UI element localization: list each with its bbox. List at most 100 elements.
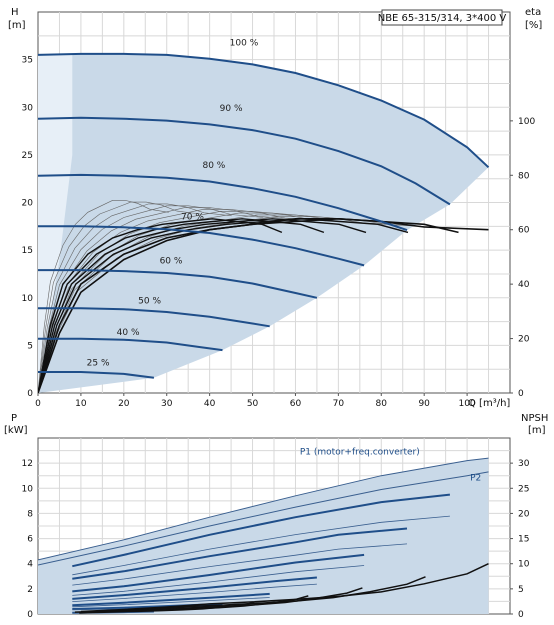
y-left-tick-label: 0 [27, 610, 33, 620]
y-right-tick-label: 0 [518, 389, 524, 399]
y-left-tick-label: 30 [22, 103, 34, 113]
power-curve-labels: P1 (motor+freq.converter) P2 [300, 447, 481, 483]
head-curve-label: 100 % [230, 38, 259, 48]
power-axis-ticks: 0 2 4 6 8 10 12 0 5 10 15 20 25 30 [22, 459, 530, 620]
y-left-unit-bottom: [kW] [4, 425, 28, 436]
head-curve [38, 52, 490, 169]
head-curve [38, 337, 223, 352]
y-left-label-bottom: P [11, 413, 17, 424]
y-left-tick-label: 6 [27, 535, 33, 545]
y-left-tick-label: 4 [27, 560, 33, 570]
y-right-tick-label: 40 [518, 280, 530, 290]
head-curve-label: 90 % [220, 104, 243, 114]
y-left-tick-label: 10 [22, 484, 34, 494]
y-left-tick-label: 35 [22, 56, 33, 66]
eta-curve-thin [38, 201, 201, 393]
head-curve [38, 116, 451, 206]
y-right-unit-bottom: [m] [528, 425, 546, 436]
eta-curve-bold [38, 218, 367, 393]
head-curve-label: 50 % [138, 296, 161, 306]
eta-curve-thin [38, 200, 169, 393]
power-curve [72, 553, 365, 593]
y-right-tick-label: 15 [518, 535, 529, 545]
eta-curve-thin [38, 203, 232, 393]
y-right-tick-label: 25 [518, 484, 529, 494]
eta-curve-bold [38, 218, 409, 393]
x-tick-label: 60 [290, 399, 302, 409]
eta-curve-thin [38, 205, 264, 393]
x-tick-label: 70 [333, 399, 345, 409]
x-tick-label: 30 [161, 399, 173, 409]
x-tick-label: 10 [75, 399, 87, 409]
head-curves [38, 52, 490, 379]
x-tick-label: 100 [458, 399, 475, 409]
y-left-tick-label: 10 [22, 294, 34, 304]
y-left-tick-label: 5 [27, 341, 33, 351]
y-left-tick-label: 25 [22, 151, 33, 161]
y-right-label-top: eta [525, 7, 541, 18]
head-curve [38, 173, 408, 232]
title-text: NBE 65-315/314, 3*400 V [378, 13, 507, 24]
power-curve-thin [72, 565, 365, 596]
y-left-tick-label: 0 [27, 389, 33, 399]
p2-curve [38, 471, 489, 566]
power-curve [72, 527, 408, 580]
head-curve [38, 225, 365, 267]
y-left-tick-label: 8 [27, 509, 33, 519]
x-tick-label: 40 [204, 399, 216, 409]
power-npsh-panel: P1 (motor+freq.converter) P2 0 2 4 6 8 10 12 0 5 1… [22, 437, 530, 620]
title-box [381, 9, 503, 26]
y-right-tick-label: 100 [518, 117, 535, 127]
y-left-tick-label: 15 [22, 246, 33, 256]
head-curve [38, 307, 270, 328]
y-right-tick-label: 20 [518, 509, 530, 519]
power-curve [72, 592, 270, 607]
eta-curve-bold [38, 218, 283, 393]
head-curve-label: 70 % [181, 213, 204, 223]
x-tick-label: 0 [35, 399, 41, 409]
power-annotation: P1 (motor+freq.converter) [300, 447, 420, 457]
head-eta-panel: 100 % 90 % 80 % 70 % 60 % 50 % 40 % 25 % 0 10 20 3… [22, 11, 536, 409]
eta-curve [38, 218, 489, 393]
power-curve-thin [72, 543, 408, 586]
head-curve [38, 371, 155, 379]
npsh-curve [74, 563, 489, 614]
y-right-tick-label: 20 [518, 335, 530, 345]
y-right-tick-label: 0 [518, 610, 524, 620]
power-curve-thin [72, 515, 450, 576]
head-curve [38, 269, 318, 299]
x-tick-label: 20 [118, 399, 130, 409]
npsh-curve [79, 601, 255, 614]
p1-curve [38, 457, 489, 561]
eta-curve-bold [38, 218, 325, 393]
x-tick-label: 50 [247, 399, 259, 409]
head-axis-ticks: 0 10 20 30 40 50 60 70 80 90 100 0 5 10 15 20 25 30 35 0 20 4… [22, 56, 536, 409]
head-curve-label: 25 % [87, 358, 110, 368]
y-left-label-top: H [11, 7, 19, 18]
eta-curve-thin [38, 211, 358, 393]
y-right-label-bottom: NPSH [521, 413, 548, 424]
y-left-tick-label: 20 [22, 199, 34, 209]
y-left-tick-label: 12 [22, 459, 33, 469]
x-axis-label: Q [m³/h] [468, 398, 510, 409]
head-curve-label: 80 % [202, 161, 225, 171]
head-curve-label: 40 % [117, 328, 140, 338]
y-left-unit-top: [m] [8, 20, 26, 31]
y-left-tick-label: 2 [27, 585, 33, 595]
x-tick-label: 80 [376, 399, 388, 409]
power-curve [72, 493, 451, 568]
power-annotation: P2 [470, 474, 481, 484]
eta-curves [38, 200, 489, 393]
y-right-tick-label: 60 [518, 226, 530, 236]
x-tick-label: 90 [418, 399, 430, 409]
y-right-tick-label: 10 [518, 560, 530, 570]
power-curve-thin [72, 597, 270, 608]
head-curve-label: 60 % [160, 256, 183, 266]
y-right-tick-label: 5 [518, 585, 524, 595]
y-right-tick-label: 30 [518, 459, 530, 469]
head-curve-labels: 100 % 90 % 80 % 70 % 60 % 50 % 40 % 25 % [87, 38, 259, 368]
y-right-tick-label: 80 [518, 171, 530, 181]
power-curve [72, 576, 317, 600]
power-curve-thin [72, 583, 317, 602]
